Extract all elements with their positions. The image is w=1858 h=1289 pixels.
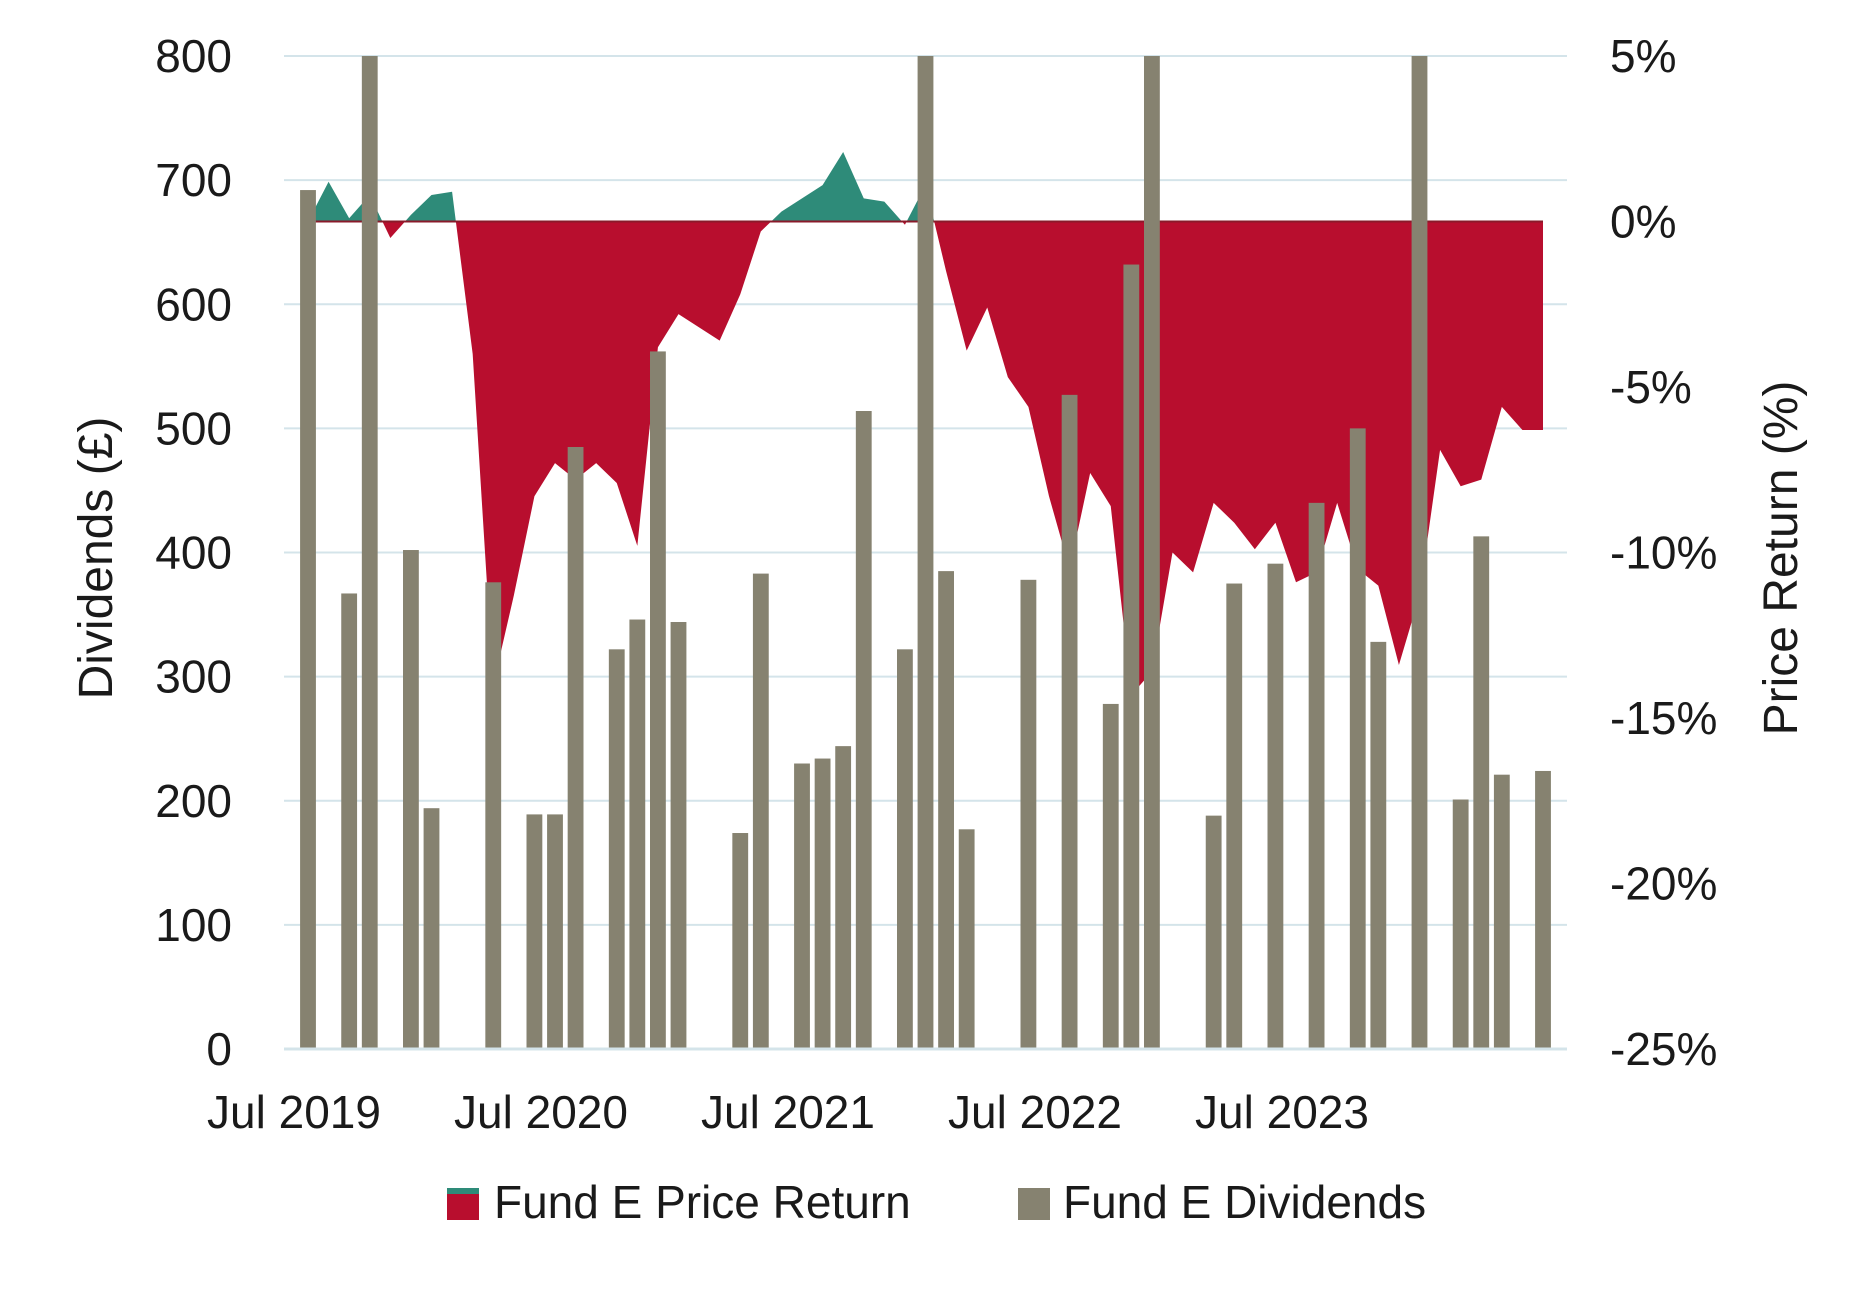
axes: 0 100 200 300 400 500 600 700 800 -25% -20% -15% -10… xyxy=(155,30,1717,1138)
y-right-tick-label: -15% xyxy=(1610,692,1717,744)
dividend-bar xyxy=(1370,641,1387,1049)
dividend-bar xyxy=(526,814,543,1049)
legend-swatch-dividends xyxy=(1018,1188,1050,1220)
y-left-tick-label: 400 xyxy=(155,527,232,579)
x-tick-label: Jul 2020 xyxy=(454,1086,628,1138)
dividend-bar xyxy=(670,622,687,1049)
dividend-bar xyxy=(958,829,975,1049)
dividend-bar xyxy=(794,763,810,1049)
y-left-tick-label: 200 xyxy=(155,775,232,827)
y-right-tick-label: -25% xyxy=(1610,1023,1717,1075)
y-left-tick-label: 800 xyxy=(155,30,232,82)
x-tick-label: Jul 2021 xyxy=(701,1086,875,1138)
dividend-bar xyxy=(608,649,625,1049)
legend-label: Fund E Price Return xyxy=(494,1176,911,1228)
y-right-tick-label: -5% xyxy=(1610,361,1692,413)
dividend-bar xyxy=(547,814,563,1049)
legend-swatch-positive xyxy=(447,1188,479,1194)
dividend-bar xyxy=(1349,428,1366,1050)
legend-item-dividends: Fund E Dividends xyxy=(1018,1176,1426,1228)
dividend-bar xyxy=(1452,799,1469,1049)
dividend-bar xyxy=(1102,703,1119,1049)
dividend-bars xyxy=(300,56,1551,1050)
y-left-tick-label: 100 xyxy=(155,899,232,951)
dividend-bar xyxy=(917,56,934,1049)
legend-label: Fund E Dividends xyxy=(1063,1176,1426,1228)
dividend-bar xyxy=(897,649,913,1049)
price-return-negative-area xyxy=(308,221,1543,695)
dividend-bar xyxy=(1205,815,1222,1049)
dividend-bar xyxy=(629,619,646,1049)
x-tick-label: Jul 2019 xyxy=(207,1086,381,1138)
dividend-bar xyxy=(1473,536,1490,1049)
dividend-bar xyxy=(1226,583,1243,1049)
dividend-bar xyxy=(1061,394,1078,1049)
dividend-bar xyxy=(423,808,440,1049)
dividend-bar xyxy=(814,758,831,1049)
y-right-tick-label: -20% xyxy=(1610,858,1717,910)
dividend-bar xyxy=(341,593,358,1049)
y-left-axis-title: Dividends (£) xyxy=(70,417,123,700)
dividend-bar xyxy=(485,582,502,1049)
y-right-tick-label: -10% xyxy=(1610,527,1717,579)
y-left-tick-label: 600 xyxy=(155,278,232,330)
dividend-bar xyxy=(567,446,584,1049)
y-left-tick-label: 500 xyxy=(155,402,232,454)
y-left-tick-label: 300 xyxy=(155,651,232,703)
dividend-bar xyxy=(855,411,872,1049)
y-right-tick-label: 0% xyxy=(1610,196,1676,248)
dividend-bar xyxy=(835,746,852,1049)
x-tick-label: Jul 2022 xyxy=(948,1086,1122,1138)
dividend-bar xyxy=(300,190,316,1049)
dividend-bar xyxy=(1267,563,1284,1049)
dividend-bar xyxy=(732,833,749,1049)
legend-item-price-return: Fund E Price Return xyxy=(447,1176,911,1228)
dividend-bar xyxy=(1493,774,1510,1049)
y-right-axis-title: Price Return (%) xyxy=(1755,381,1808,736)
x-tick-label: Jul 2023 xyxy=(1195,1086,1369,1138)
dividend-bar xyxy=(650,351,666,1049)
legend: Fund E Price Return Fund E Dividends xyxy=(447,1176,1426,1228)
dividend-bar xyxy=(752,573,769,1049)
dividend-bar xyxy=(1411,56,1428,1049)
dividend-bar xyxy=(1123,264,1140,1049)
legend-swatch-negative xyxy=(447,1194,479,1220)
dividend-bar xyxy=(938,571,954,1049)
dividend-bar xyxy=(1144,56,1160,1049)
dividend-bar xyxy=(1535,770,1551,1049)
y-left-tick-label: 700 xyxy=(155,154,232,206)
y-left-tick-label: 0 xyxy=(206,1023,232,1075)
dividend-bar xyxy=(1020,579,1037,1049)
dividend-bar xyxy=(403,550,419,1049)
dividend-bar xyxy=(361,56,378,1049)
dividend-bar xyxy=(1308,502,1325,1050)
y-right-tick-label: 5% xyxy=(1610,30,1676,82)
